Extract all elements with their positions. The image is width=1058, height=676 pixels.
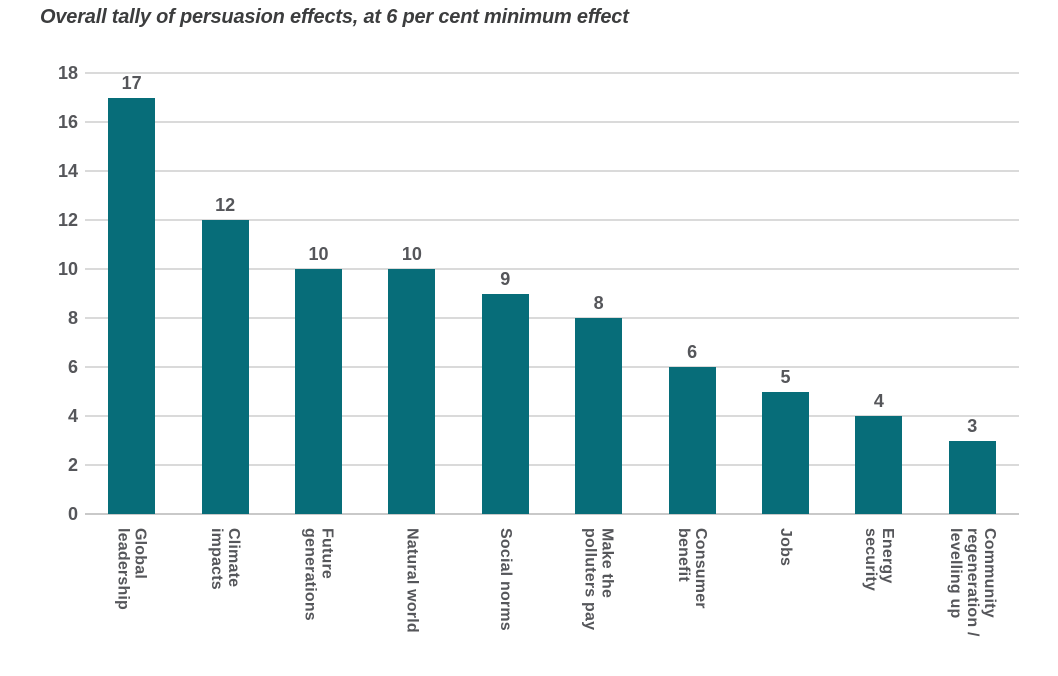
bar-5 <box>481 293 529 514</box>
gridline-y-16 <box>85 121 1019 123</box>
category-label-3: Future generations <box>301 528 336 621</box>
y-tick-label-16: 16 <box>57 112 78 132</box>
category-label-2: Climate impacts <box>208 528 243 590</box>
bar-4 <box>388 269 436 514</box>
gridline-y-4 <box>85 415 1019 417</box>
bar-7 <box>668 367 716 514</box>
gridline-y-6 <box>85 366 1019 368</box>
gridline-y-0 <box>85 513 1019 515</box>
category-label-4: Natural world <box>403 528 421 633</box>
category-label-10: Community regeneration / levelling up <box>946 528 998 637</box>
bar-value-label-7: 6 <box>687 342 698 362</box>
bar-8 <box>762 391 809 514</box>
bar-10 <box>948 440 996 514</box>
bar-value-label-10: 3 <box>967 415 978 436</box>
bar-value-label-1: 17 <box>121 72 142 93</box>
y-tick-label-8: 8 <box>67 308 78 328</box>
bar-value-label-4: 10 <box>401 244 422 264</box>
y-tick-label-2: 2 <box>67 455 78 475</box>
bar-6 <box>575 318 623 514</box>
bar-value-label-9: 4 <box>873 391 884 411</box>
bar-1 <box>108 97 156 514</box>
category-label-8: Jobs <box>777 528 794 567</box>
y-tick-label-18: 18 <box>57 63 78 83</box>
y-tick-label-14: 14 <box>57 161 78 181</box>
chart-title: Overall tally of persuasion effects, at … <box>40 6 629 28</box>
gridline-y-10 <box>85 268 1019 270</box>
gridline-y-2 <box>85 464 1019 466</box>
bar-value-label-8: 5 <box>780 366 791 387</box>
gridline-y-14 <box>85 170 1019 172</box>
y-tick-label-4: 4 <box>67 406 78 426</box>
bar-value-label-5: 9 <box>500 268 511 289</box>
y-tick-label-6: 6 <box>67 357 78 377</box>
y-tick-label-10: 10 <box>57 259 78 279</box>
category-label-5: Social norms <box>496 528 514 631</box>
bar-2 <box>201 220 249 514</box>
bar-3 <box>295 269 342 514</box>
bar-value-label-3: 10 <box>308 244 329 264</box>
category-label-9: Energy security <box>861 528 896 591</box>
y-tick-label-0: 0 <box>67 504 78 524</box>
bar-9 <box>855 416 903 514</box>
category-label-6: Make the polluters pay <box>581 528 616 631</box>
gridline-y-18 <box>85 72 1019 74</box>
gridline-y-8 <box>85 317 1019 319</box>
category-label-1: Global leadership <box>114 528 149 611</box>
gridline-y-12 <box>85 219 1019 221</box>
y-tick-label-12: 12 <box>57 210 78 230</box>
category-label-7: Consumer benefit <box>675 528 710 609</box>
bar-value-label-6: 8 <box>593 293 604 313</box>
bar-value-label-2: 12 <box>215 195 236 215</box>
